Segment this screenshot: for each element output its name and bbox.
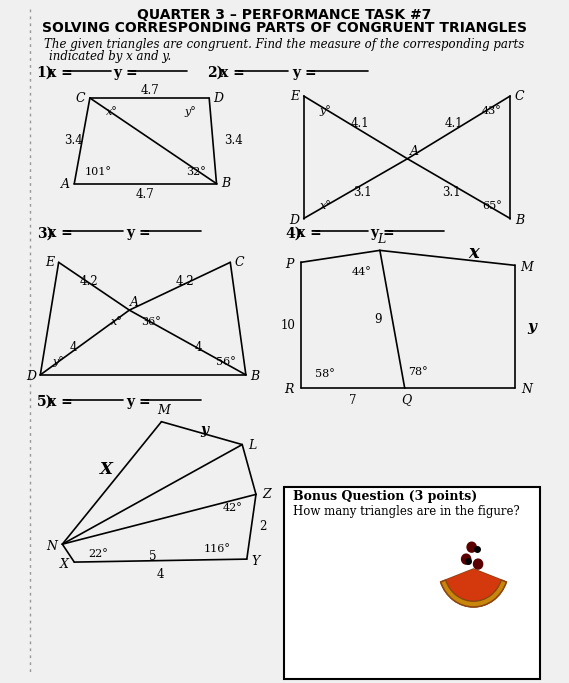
Text: B: B [221, 177, 230, 190]
Text: 58°: 58° [315, 369, 335, 379]
Text: 4.1: 4.1 [351, 117, 369, 130]
Text: M: M [157, 404, 170, 417]
Text: L: L [378, 233, 386, 246]
Text: Z: Z [263, 488, 271, 501]
Text: 5): 5) [36, 395, 53, 408]
Text: 2): 2) [207, 66, 224, 80]
Circle shape [461, 554, 471, 564]
Circle shape [473, 559, 483, 569]
Text: N: N [521, 383, 532, 396]
Text: y =: y = [370, 227, 395, 240]
Text: y =: y = [126, 395, 151, 408]
Text: A: A [410, 145, 419, 158]
Text: x°: x° [106, 107, 118, 117]
Text: R: R [284, 383, 294, 396]
Text: 3.4: 3.4 [64, 135, 83, 148]
Text: y =: y = [114, 66, 138, 80]
Text: y°: y° [53, 357, 65, 367]
Text: 78°: 78° [408, 367, 427, 377]
Text: 4.2: 4.2 [176, 275, 195, 288]
Text: C: C [514, 89, 524, 102]
Text: QUARTER 3 – PERFORMANCE TASK #7: QUARTER 3 – PERFORMANCE TASK #7 [137, 8, 432, 23]
Circle shape [467, 542, 476, 552]
Text: N: N [47, 540, 57, 553]
Text: 42°: 42° [223, 503, 243, 514]
Text: Q: Q [401, 393, 411, 406]
Text: C: C [234, 256, 244, 269]
Text: 56°: 56° [216, 357, 236, 367]
Text: 3.1: 3.1 [442, 186, 461, 199]
Text: x =: x = [297, 227, 322, 240]
Text: y =: y = [126, 227, 151, 240]
Text: y°: y° [185, 107, 197, 117]
Text: 4.2: 4.2 [79, 275, 98, 288]
Text: 22°: 22° [88, 549, 108, 559]
Text: E: E [290, 89, 299, 102]
Text: 4.7: 4.7 [136, 188, 155, 201]
Text: 4.1: 4.1 [445, 117, 464, 130]
Text: P: P [285, 257, 293, 271]
Text: A: A [60, 178, 69, 191]
Text: Y: Y [252, 555, 260, 568]
Text: 3.1: 3.1 [353, 186, 372, 199]
Text: 9: 9 [375, 313, 382, 326]
Text: 10: 10 [281, 318, 295, 331]
Text: x: x [468, 245, 479, 262]
Text: 4: 4 [195, 341, 203, 354]
Text: y =: y = [292, 66, 316, 80]
Wedge shape [443, 569, 504, 604]
Text: B: B [250, 370, 259, 383]
Text: D: D [26, 370, 36, 383]
Text: 7: 7 [349, 394, 357, 407]
Text: L: L [248, 439, 257, 452]
Text: How many triangles are in the figure?: How many triangles are in the figure? [292, 505, 519, 518]
Text: x =: x = [48, 227, 72, 240]
Text: indicated by x and y.: indicated by x and y. [50, 50, 172, 63]
Text: 44°: 44° [352, 267, 372, 277]
Text: x =: x = [220, 66, 245, 80]
Text: B: B [515, 214, 524, 227]
Text: A: A [130, 296, 139, 309]
Text: x°: x° [320, 201, 332, 210]
Text: 4: 4 [157, 568, 164, 581]
Text: The given triangles are congruent. Find the measure of the corresponding parts: The given triangles are congruent. Find … [44, 38, 525, 51]
Text: x°: x° [110, 317, 122, 327]
Text: 36°: 36° [142, 317, 161, 327]
Text: y: y [200, 423, 209, 436]
Text: C: C [76, 92, 85, 105]
Text: 65°: 65° [482, 201, 502, 210]
Text: x =: x = [48, 66, 72, 80]
Text: SOLVING CORRESPONDING PARTS OF CONGRUENT TRIANGLES: SOLVING CORRESPONDING PARTS OF CONGRUENT… [42, 21, 527, 36]
Text: X: X [60, 557, 69, 570]
Text: 43°: 43° [482, 106, 502, 116]
Text: 4.7: 4.7 [140, 83, 159, 96]
Text: 1): 1) [36, 66, 53, 80]
Text: M: M [520, 261, 533, 274]
Text: 3.4: 3.4 [224, 135, 242, 148]
Text: 2: 2 [259, 520, 266, 533]
Text: y°: y° [320, 105, 332, 116]
Text: 32°: 32° [187, 167, 206, 177]
Wedge shape [441, 569, 506, 607]
Text: 3): 3) [36, 227, 53, 240]
Text: y: y [527, 320, 536, 333]
Text: 116°: 116° [204, 544, 231, 554]
Text: 4): 4) [285, 227, 302, 240]
FancyBboxPatch shape [284, 488, 539, 679]
Text: D: D [213, 92, 224, 105]
Text: 101°: 101° [85, 167, 112, 177]
Text: 4: 4 [70, 341, 77, 354]
Text: E: E [45, 256, 54, 269]
Text: D: D [290, 214, 299, 227]
Text: x =: x = [48, 395, 72, 408]
Text: 5: 5 [149, 550, 156, 563]
Text: X: X [100, 461, 113, 478]
Wedge shape [441, 580, 506, 607]
Text: Bonus Question (3 points): Bonus Question (3 points) [292, 490, 477, 503]
